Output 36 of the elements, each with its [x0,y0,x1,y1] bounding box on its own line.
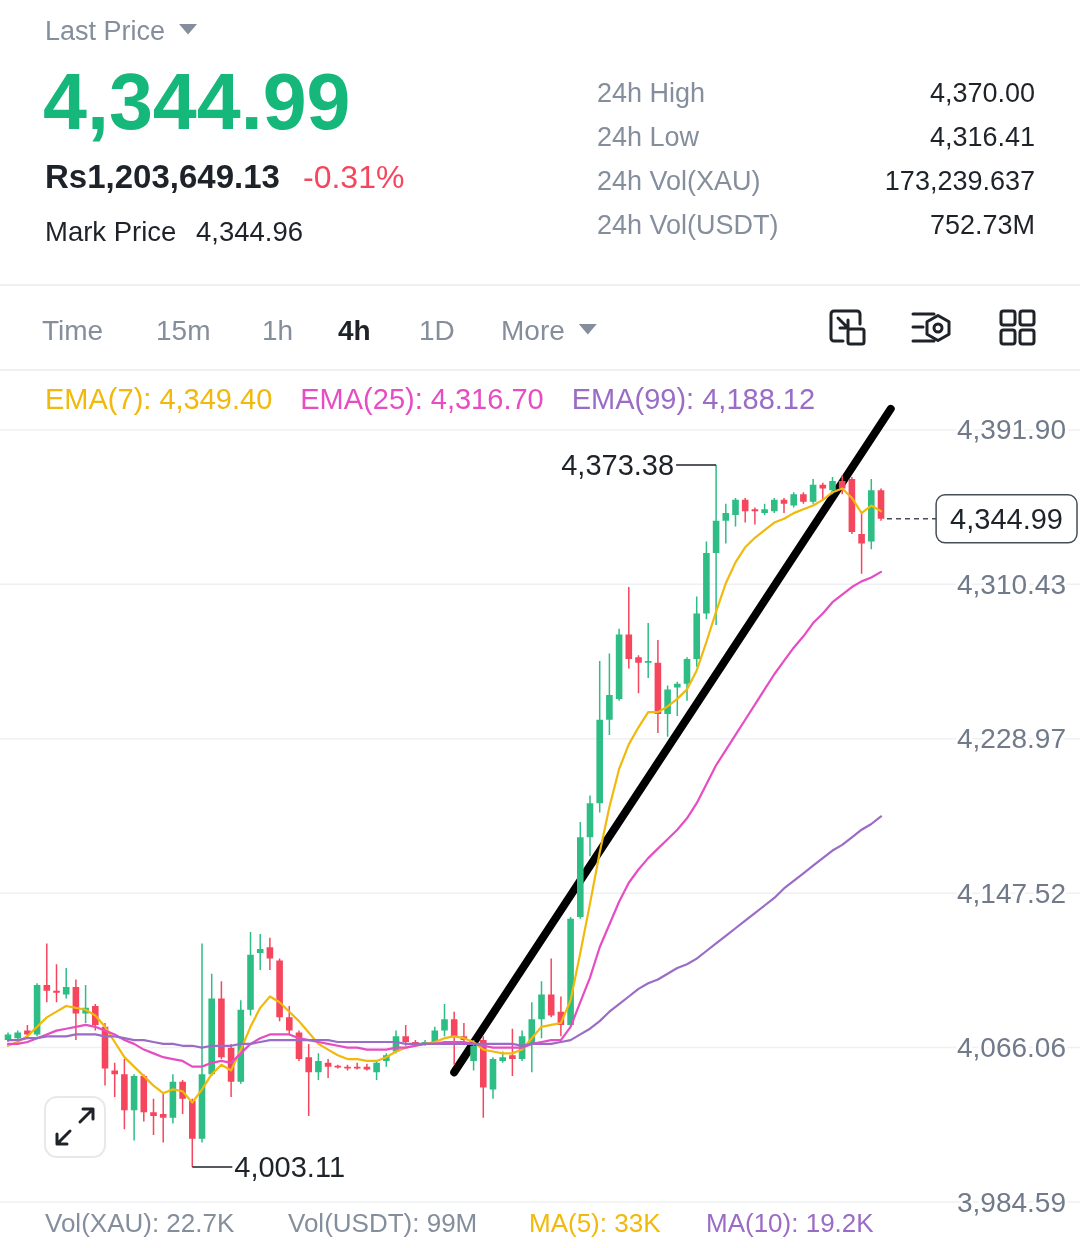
text: Vol(XAU): 22.7K [45,1208,235,1238]
y-tick-label: 4,391.90 [957,414,1066,446]
text: 4,370.00 [929,78,1035,108]
annotation: 4,003.11 [234,1150,346,1183]
text: EMA(99): 4,188.12 [571,383,816,415]
text: EMA(25): 4,316.70 [300,383,544,415]
text: EMA(7): 4,349.40 [45,383,273,415]
text: 24h Low [597,122,700,152]
text: Rs1,203,649.13 [45,158,280,195]
text: Mark Price [45,216,177,247]
text: 24h Vol(XAU) [597,166,761,196]
text: More [501,315,565,346]
y-tick-label: 4,066.06 [957,1032,1066,1064]
text: 24h High [597,78,706,108]
text: 15m [156,315,211,346]
text: -0.31% [303,159,405,195]
annotation: 4,373.38 [561,449,675,482]
text: 4,316.41 [929,122,1035,152]
y-tick-label: 4,147.52 [957,877,1066,909]
text: Vol(USDT): 99M [288,1208,478,1238]
ref-line-label: 4,344.99 [950,502,1063,535]
y-tick-label: 4,228.97 [957,723,1066,755]
text: MA(10): 19.2K [706,1208,875,1238]
text: Time [42,315,104,346]
text: 1D [419,315,455,346]
y-tick-label: 3,984.59 [957,1186,1066,1218]
text: Last Price [45,16,166,46]
text: MA(5): 33K [529,1208,662,1238]
text: 4,344.96 [196,216,304,247]
text: 1h [262,315,294,346]
text: 4,344.99 [43,57,351,146]
text: 752.73M [929,210,1035,240]
y-tick-label: 4,310.43 [957,568,1066,600]
text: 4h [338,315,371,346]
text: 173,239.637 [884,166,1035,196]
text: 24h Vol(USDT) [597,210,779,240]
